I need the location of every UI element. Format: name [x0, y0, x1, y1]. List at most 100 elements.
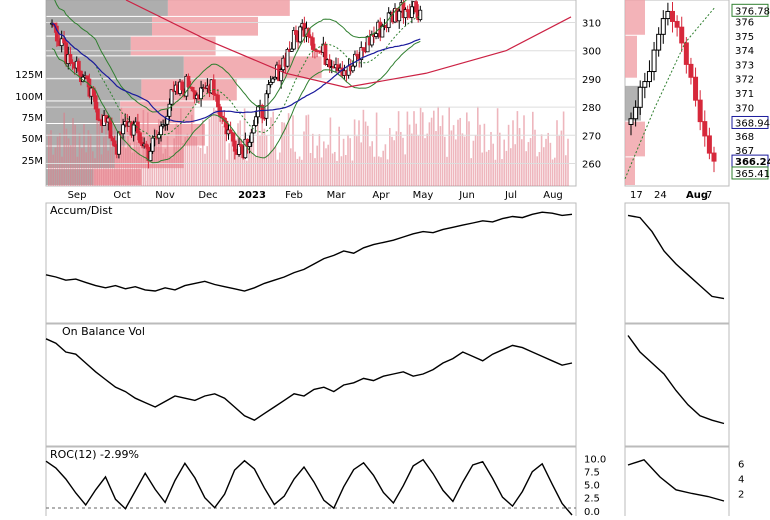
volume-bar — [477, 106, 479, 186]
side-candle-body — [651, 49, 657, 73]
moving-average-blue — [51, 22, 421, 123]
volume-bar — [107, 150, 109, 186]
price-tick-label: 290 — [582, 75, 601, 86]
volume-bar — [195, 136, 197, 186]
side-price-marker-box — [731, 166, 769, 180]
volume-bar — [446, 156, 448, 186]
volume-bar — [558, 135, 560, 186]
side-volume-by-price-bar — [625, 157, 635, 185]
volume-bar — [358, 120, 360, 186]
candle-body — [228, 129, 233, 134]
volume-bar — [219, 119, 222, 186]
time-tick-label: Feb — [285, 190, 303, 201]
volume-bar — [305, 115, 307, 186]
volume-bar — [463, 136, 466, 186]
roc-tick-label: 5.0 — [584, 481, 600, 492]
volume-bar — [444, 136, 446, 186]
volume-bar — [61, 156, 63, 186]
volume-bar — [516, 111, 519, 186]
roc-tick-label: 0.0 — [584, 507, 600, 516]
volume-bar — [257, 106, 259, 186]
volume-bar — [235, 139, 237, 186]
side-volume-by-price-bar — [625, 35, 637, 78]
candle-body — [253, 116, 258, 126]
obv-line — [45, 338, 573, 421]
candle-body — [247, 141, 252, 147]
side-moving-average-dotted — [624, 6, 716, 180]
volume-bar — [210, 113, 213, 186]
price-overlays — [51, 0, 572, 164]
candle-body — [414, 1, 418, 13]
side-candlesticks — [624, 2, 717, 180]
volume-bar — [166, 136, 169, 186]
volume-bar — [400, 131, 402, 186]
candle-body — [112, 140, 117, 147]
volume-bar — [303, 131, 305, 186]
side-candle-body — [683, 42, 689, 65]
candle-body — [199, 87, 203, 100]
side-candle-body — [688, 63, 694, 78]
candle-body — [157, 134, 161, 139]
volume-bar — [461, 133, 464, 186]
side-price-tick-label: 376 — [735, 17, 754, 28]
price-tick-label: 280 — [582, 103, 601, 114]
volume-bar — [127, 130, 129, 186]
volume-bar — [507, 124, 510, 186]
candle-body — [62, 38, 66, 44]
volume-bar — [133, 118, 136, 186]
volume-bar — [301, 159, 303, 186]
side-candle-body — [656, 33, 662, 51]
volume-bar — [131, 152, 134, 186]
volume-bar — [153, 127, 156, 186]
volume-by-price-bar — [46, 0, 168, 16]
volume-bar — [327, 144, 329, 186]
volume-bar — [103, 136, 105, 186]
volume-bar — [158, 119, 160, 186]
volume-bar — [48, 134, 50, 186]
volume-bar — [89, 134, 92, 186]
candle-body — [266, 84, 271, 95]
volume-bar — [499, 132, 501, 186]
volume-bar — [246, 160, 248, 186]
time-axis: Sep Oct Nov Dec 2023 Feb Mar Apr May Jun Jul Aug — [68, 190, 563, 201]
candle-body — [68, 54, 73, 63]
candle-body — [192, 90, 197, 100]
volume-bar — [340, 156, 343, 186]
volume-bar — [450, 130, 453, 186]
volume-bar — [437, 106, 439, 186]
side-price-tick-label: 374 — [735, 46, 754, 57]
volume-bar — [294, 151, 296, 186]
side-price-marker-box — [731, 3, 769, 17]
volume-bar — [556, 120, 558, 186]
volume-bar — [252, 136, 255, 186]
volume-by-price-bar — [152, 16, 258, 36]
time-tick-label: Nov — [155, 190, 175, 201]
candle-body — [121, 124, 125, 135]
volume-bar — [505, 150, 508, 186]
side-price-tick-label: 366.24 — [735, 157, 770, 168]
roc-panel: ROC(12) -2.99% 10.0 7.5 5.0 2.5 0.0 6 4 2 — [45, 446, 744, 520]
volume-bar — [177, 125, 180, 186]
candle-body — [260, 105, 265, 119]
side-price-tick-label: 373 — [735, 60, 754, 71]
price-tick-label: 300 — [582, 47, 601, 58]
volume-bar — [72, 118, 74, 186]
side-price-tick-label: 375 — [735, 32, 754, 43]
volume-bar — [430, 117, 433, 186]
volume-bar — [111, 130, 114, 186]
candle-body — [308, 36, 313, 39]
side-time-tick-label: 7 — [706, 190, 712, 201]
volume-bar — [503, 139, 505, 186]
volume-bar — [120, 106, 123, 186]
obv-panel: On Balance Vol — [45, 323, 730, 447]
volume-bar — [536, 156, 538, 186]
candle-body — [249, 132, 254, 143]
volume-bar — [228, 143, 230, 186]
volume-bar — [382, 150, 384, 186]
volume-bar — [173, 138, 175, 186]
volume-bar — [470, 158, 472, 186]
side-candle-body — [660, 18, 666, 35]
volume-bar — [50, 130, 52, 186]
volume-bar — [329, 117, 332, 186]
